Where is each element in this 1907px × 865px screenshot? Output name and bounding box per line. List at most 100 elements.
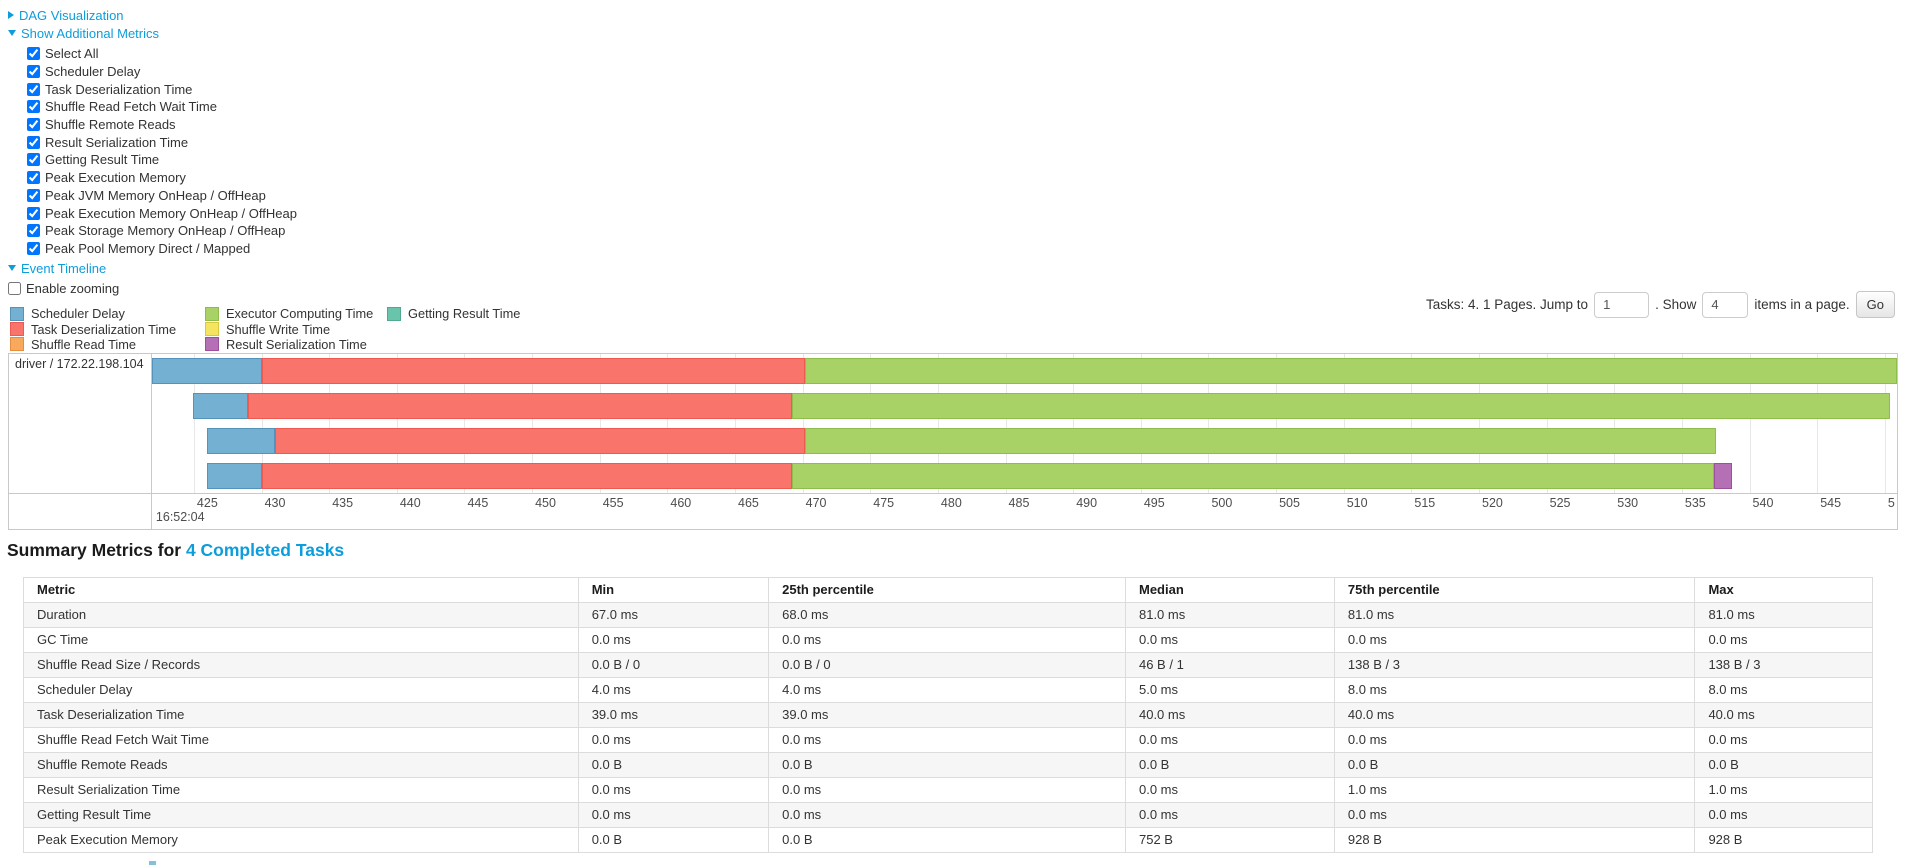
checkbox-peak-execution-memory-onheap-offheap[interactable] [27,206,40,220]
table-cell: 0.0 B / 0 [577,652,770,678]
checkbox-peak-execution-memory[interactable] [27,171,40,185]
checkbox-label[interactable]: Task Deserialization Time [45,81,193,97]
metric-checkbox-row: Peak Storage Memory OnHeap / OffHeap [27,222,297,240]
table-cell: 0.0 ms [1333,727,1696,753]
show-additional-metrics-link[interactable]: Show Additional Metrics [21,25,160,41]
gridline [1073,354,1075,493]
event-timeline-link[interactable]: Event Timeline [21,260,107,276]
checkbox-label[interactable]: Shuffle Read Fetch Wait Time [45,99,217,115]
checkbox-task-deserialization-time[interactable] [27,82,40,96]
checkbox-label[interactable]: Scheduler Delay [45,64,141,80]
column-header-75th-percentile: 75th percentile [1333,577,1696,603]
checkbox-label[interactable]: Select All [45,46,99,62]
axis-tick-label: 435 [332,496,354,510]
checkbox-label[interactable]: Peak Execution Memory OnHeap / OffHeap [45,205,297,221]
metrics-checkbox-list: Select All Scheduler Delay Task Deserializ… [8,45,297,257]
axis-time-label: 16:52:04 [155,510,205,524]
column-header-25th-percentile: 25th percentile [768,577,1126,603]
checkbox-label[interactable]: Peak Storage Memory OnHeap / OffHeap [45,223,286,239]
table-cell: 0.0 ms [1124,727,1335,753]
timeline-bar-task-deserialization [248,393,792,419]
gridline [1343,354,1345,493]
metric-checkbox-row: Peak Execution Memory OnHeap / OffHeap [27,204,297,222]
axis-tick-label: 445 [467,496,489,510]
table-cell: 4.0 ms [768,677,1126,703]
checkbox-shuffle-read-fetch-wait-time[interactable] [27,100,40,114]
legend-label: Shuffle Read Time [31,336,137,352]
enable-zooming-checkbox[interactable] [8,282,21,296]
gridline [1681,354,1683,493]
checkbox-label[interactable]: Peak JVM Memory OnHeap / OffHeap [45,187,266,203]
jump-to-page-input[interactable] [1594,291,1650,318]
table-row: Duration 67.0 ms 68.0 ms 81.0 ms 81.0 ms 81.0… [23,602,1873,628]
partially-visible-element [149,861,156,865]
legend-label: Scheduler Delay [31,306,125,322]
timeline-bar-result-serialization [1714,463,1732,489]
checkbox-scheduler-delay[interactable] [27,65,40,79]
column-header-min: Min [577,577,770,603]
checkbox-label[interactable]: Peak Execution Memory [45,170,186,186]
gridline [532,354,534,493]
checkbox-label[interactable]: Shuffle Remote Reads [45,117,176,133]
table-row: Task Deserialization Time 39.0 ms 39.0 ms 4… [23,702,1873,728]
table-cell: 39.0 ms [577,702,770,728]
table-cell: 0.0 ms [1124,802,1335,828]
legend-item: Shuffle Write Time [205,321,373,337]
axis-tick-label: 510 [1346,496,1368,510]
legend-item: Executor Computing Time [205,306,373,321]
table-cell: 39.0 ms [768,702,1126,728]
checkbox-peak-pool-memory-direct-mapped[interactable] [27,241,40,255]
timeline-bar-task-deserialization [261,358,806,384]
go-button[interactable]: Go [1855,291,1895,318]
table-row: Shuffle Read Size / Records 0.0 B / 0 0.0 … [23,652,1873,678]
metric-checkbox-row: Getting Result Time [27,151,297,169]
legend-item: Scheduler Delay [10,306,176,321]
checkbox-shuffle-remote-reads[interactable] [27,118,40,132]
table-cell: Result Serialization Time [23,777,579,803]
checkbox-result-serialization-time[interactable] [27,135,40,149]
axis-tick-label: 535 [1684,496,1706,510]
table-row: Shuffle Read Fetch Wait Time 0.0 ms 0.0 ms… [23,727,1873,753]
legend-label: Result Serialization Time [226,336,367,352]
table-cell: Scheduler Delay [23,677,579,703]
axis-tick-label: 485 [1008,496,1030,510]
completed-tasks-link[interactable]: 4 Completed Tasks [185,540,345,560]
axis-tick-label: 440 [399,496,421,510]
checkbox-getting-result-time[interactable] [27,153,40,167]
timeline-bar-executor-computing [791,463,1715,489]
gridline [1005,354,1007,493]
axis-tick-label: 545 [1820,496,1842,510]
table-cell: 928 B [1694,827,1873,853]
legend-swatch-executor-computing-time [205,306,219,321]
checkbox-label[interactable]: Getting Result Time [45,152,160,168]
legend-swatch-shuffle-read-time [10,337,24,352]
enable-zooming-label: Enable zooming [26,281,120,297]
checkbox-peak-storage-memory-onheap-offheap[interactable] [27,224,40,238]
gridline [1208,354,1210,493]
legend-label: Task Deserialization Time [31,321,177,337]
legend-swatch-result-serialization-time [205,337,219,352]
metric-checkbox-row: Shuffle Read Fetch Wait Time [27,98,297,116]
column-header-metric: Metric [23,577,579,603]
timeline-bar-scheduler-delay [207,463,262,489]
table-cell: 928 B [1333,827,1696,853]
gridline [735,354,737,493]
page-size-input[interactable] [1702,291,1749,318]
table-cell: 0.0 B [1694,752,1873,778]
checkbox-select-all[interactable] [27,47,40,61]
metric-checkbox-row: Select All [27,45,297,63]
table-cell: 4.0 ms [577,677,770,703]
axis-tick-label: 450 [535,496,556,510]
checkbox-label[interactable]: Result Serialization Time [45,134,189,150]
table-cell: 1.0 ms [1333,777,1696,803]
legend-item: Result Serialization Time [205,337,373,352]
axis-tick-label: 525 [1549,496,1571,510]
gridline [937,354,939,493]
checkbox-peak-jvm-memory-onheap-offheap[interactable] [27,188,40,202]
checkbox-label[interactable]: Peak Pool Memory Direct / Mapped [45,240,251,256]
dag-visualization-link[interactable]: DAG Visualization [19,7,124,23]
timeline-bar-executor-computing [805,428,1716,454]
gridline [1479,354,1480,493]
axis-tick-label: 500 [1211,496,1233,510]
expanded-arrow-icon [8,265,16,272]
